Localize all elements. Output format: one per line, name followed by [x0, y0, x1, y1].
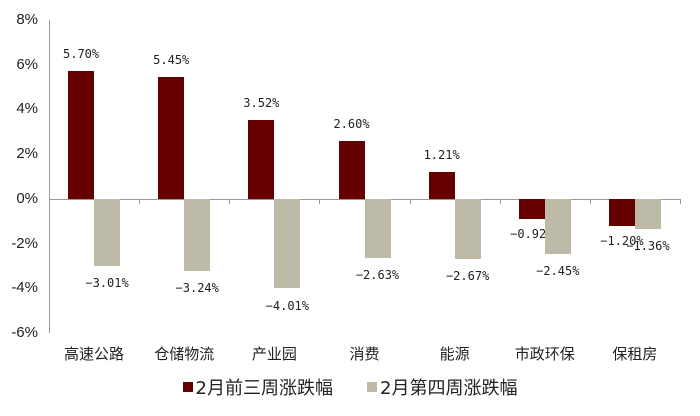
x-category-label: 高速公路 — [64, 345, 125, 363]
y-tick-label: -2% — [11, 234, 38, 252]
data-label-series-1: 3.52% — [243, 96, 280, 111]
x-tick-mark — [680, 199, 681, 204]
bar-series-1 — [518, 198, 545, 220]
bar-series-2 — [364, 198, 391, 258]
legend-swatch-series-2 — [367, 382, 377, 392]
bar-series-2 — [634, 198, 661, 230]
data-label-series-1: 5.70% — [63, 47, 100, 62]
data-label-series-1: 5.45% — [153, 53, 190, 67]
x-tick-mark — [409, 199, 411, 204]
bar-series-1 — [338, 140, 365, 199]
bar-series-2 — [454, 198, 481, 259]
x-category-label: 产业园 — [251, 345, 297, 363]
legend-label-series-2: 2月第四周涨跌幅 — [380, 378, 518, 399]
y-tick-label: -4% — [11, 279, 38, 297]
bar-series-1 — [248, 120, 275, 199]
y-tick-label: 0% — [16, 189, 38, 207]
bar-series-2 — [184, 198, 211, 272]
legend-swatch-series-1 — [182, 382, 193, 392]
data-label-series-2: −1.36% — [626, 239, 670, 254]
x-category-label: 能源 — [439, 345, 470, 363]
data-label-series-2: −2.45% — [536, 263, 580, 278]
x-tick-mark — [49, 199, 50, 204]
data-label-series-2: −3.24% — [175, 281, 219, 296]
bar-series-1 — [428, 171, 455, 199]
x-tick-mark — [499, 199, 501, 204]
data-label-series-1: −1.20% — [600, 233, 644, 248]
data-label-series-2: −4.01% — [265, 298, 310, 313]
bar-series-2 — [274, 198, 301, 289]
bar-series-1 — [608, 198, 635, 226]
legend-item-series-2: 2月第四周涨跌幅 — [367, 374, 517, 400]
legend: 2月前三周涨跌幅 2月第四周涨跌幅 — [0, 374, 700, 400]
bar-series-1 — [158, 77, 185, 199]
x-category-label: 仓储物流 — [154, 345, 215, 363]
x-category-label: 消费 — [349, 345, 380, 363]
y-tick-label: 4% — [16, 100, 38, 118]
data-label-series-2: −3.01% — [85, 276, 129, 291]
data-label-series-1: 2.60% — [333, 116, 370, 131]
data-label-series-1: 1.21% — [423, 147, 460, 162]
x-tick-mark — [139, 199, 141, 204]
data-label-series-2: −2.63% — [355, 267, 400, 282]
x-tick-mark — [319, 199, 321, 204]
x-category-label: 保租房 — [612, 345, 658, 363]
y-tick-label: 2% — [16, 145, 38, 163]
data-label-series-1: −0.92% — [510, 227, 554, 242]
x-tick-mark — [229, 199, 231, 204]
bar-series-1 — [68, 71, 95, 199]
y-tick-label: 8% — [16, 11, 38, 28]
y-axis — [49, 20, 50, 333]
x-category-label: 市政环保 — [514, 345, 575, 363]
legend-label-series-1: 2月前三周涨跌幅 — [195, 378, 333, 399]
y-tick-label: 6% — [16, 55, 38, 73]
data-label-series-2: −2.67% — [445, 268, 490, 283]
legend-item-series-1: 2月前三周涨跌幅 — [182, 374, 333, 400]
bar-series-2 — [94, 198, 121, 267]
bar-series-2 — [544, 198, 571, 254]
x-tick-mark — [589, 199, 591, 204]
y-tick-label: -6% — [11, 324, 38, 341]
